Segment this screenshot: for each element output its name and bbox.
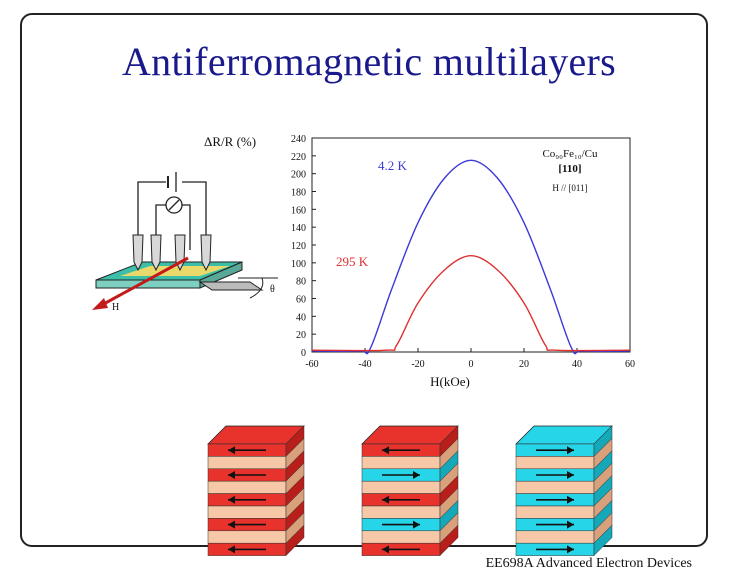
y-tick-label: 220: [291, 152, 306, 163]
slide-footer: EE698A Advanced Electron Devices: [485, 556, 692, 571]
moment-arrow-head: [567, 520, 574, 529]
legend-field-direction: H // [011]: [552, 183, 587, 193]
probe-needles: [132, 234, 212, 272]
x-axis-label: H(kOe): [430, 374, 470, 389]
y-tick-label: 180: [291, 188, 306, 199]
x-tick-label: 40: [572, 359, 582, 370]
moment-arrow-head: [413, 471, 420, 479]
stack-layer: [207, 456, 287, 470]
y-tick-label: 20: [296, 330, 306, 341]
moment-arrow-head: [228, 545, 235, 554]
y-tick-label: 160: [291, 205, 306, 216]
series-lines: [311, 159, 631, 355]
moment-arrow-head: [382, 446, 389, 455]
x-tick-label: -60: [305, 359, 318, 370]
x-tick-label: -40: [358, 359, 371, 370]
moment-arrow-head: [382, 495, 389, 504]
setup-diagram: H θ: [92, 172, 278, 313]
y-tick-label: 80: [296, 277, 306, 288]
field-label: H: [112, 302, 119, 313]
stack-left: [207, 425, 305, 557]
x-tick-label: -20: [411, 359, 424, 370]
stack-layer: [515, 480, 595, 494]
y-axis-label: ΔR/R (%): [204, 134, 256, 149]
y-axis: 0 20 40 60 80 100 120 140 160 180 200 220 240: [291, 134, 316, 359]
series-line-0: [311, 159, 631, 355]
y-tick-label: 120: [291, 241, 306, 252]
moment-arrow-head: [228, 446, 235, 455]
stack-layer: [515, 530, 595, 544]
slide-title: Antiferromagnetic multilayers: [121, 39, 617, 84]
stack-layer: [207, 480, 287, 494]
stack-layer: [361, 505, 441, 519]
substrate: [198, 281, 264, 291]
moment-arrow-head: [567, 495, 574, 504]
stack-layer: [361, 530, 441, 544]
y-tick-label: 200: [291, 170, 306, 181]
stack-layer: [515, 456, 595, 470]
y-tick-label: 100: [291, 259, 306, 270]
stack-right: [515, 425, 613, 557]
moment-arrow-head: [567, 545, 574, 554]
x-tick-label: 0: [469, 359, 474, 370]
stack-layer-side: [439, 524, 459, 557]
field-arrow: [99, 256, 189, 308]
x-tick-label: 60: [625, 359, 635, 370]
series-label-295k: 295 K: [336, 254, 369, 269]
stack-layer: [207, 530, 287, 544]
stack-layer-side: [593, 524, 613, 557]
moment-arrow-head: [382, 545, 389, 554]
layer-stacks: [207, 425, 613, 557]
series-line-1: [311, 254, 631, 352]
legend-material: Co₉₀Fe₁₀/Cu: [542, 148, 598, 160]
y-tick-label: 0: [301, 348, 306, 359]
y-tick-label: 240: [291, 134, 306, 145]
legend-orientation: [110]: [558, 163, 581, 175]
moment-arrow-head: [228, 471, 235, 479]
film-strip: [120, 266, 230, 276]
angle-label: θ: [270, 284, 275, 295]
y-tick-label: 40: [296, 312, 306, 323]
stack-layer-side: [285, 524, 305, 557]
stack-layer: [207, 505, 287, 519]
moment-arrow-head: [228, 495, 235, 504]
y-tick-label: 140: [291, 223, 306, 234]
plot-frame: [311, 137, 631, 353]
series-label-4k: 4.2 K: [378, 158, 408, 173]
moment-arrow-head: [413, 520, 420, 529]
moment-arrow-head: [228, 520, 235, 529]
stack-middle: [361, 425, 459, 557]
stack-layer: [361, 456, 441, 470]
y-tick-label: 60: [296, 295, 306, 306]
moment-arrow-head: [567, 446, 574, 455]
stack-layer: [515, 505, 595, 519]
x-tick-label: 20: [519, 359, 529, 370]
moment-arrow-head: [567, 471, 574, 479]
stack-layer: [361, 480, 441, 494]
